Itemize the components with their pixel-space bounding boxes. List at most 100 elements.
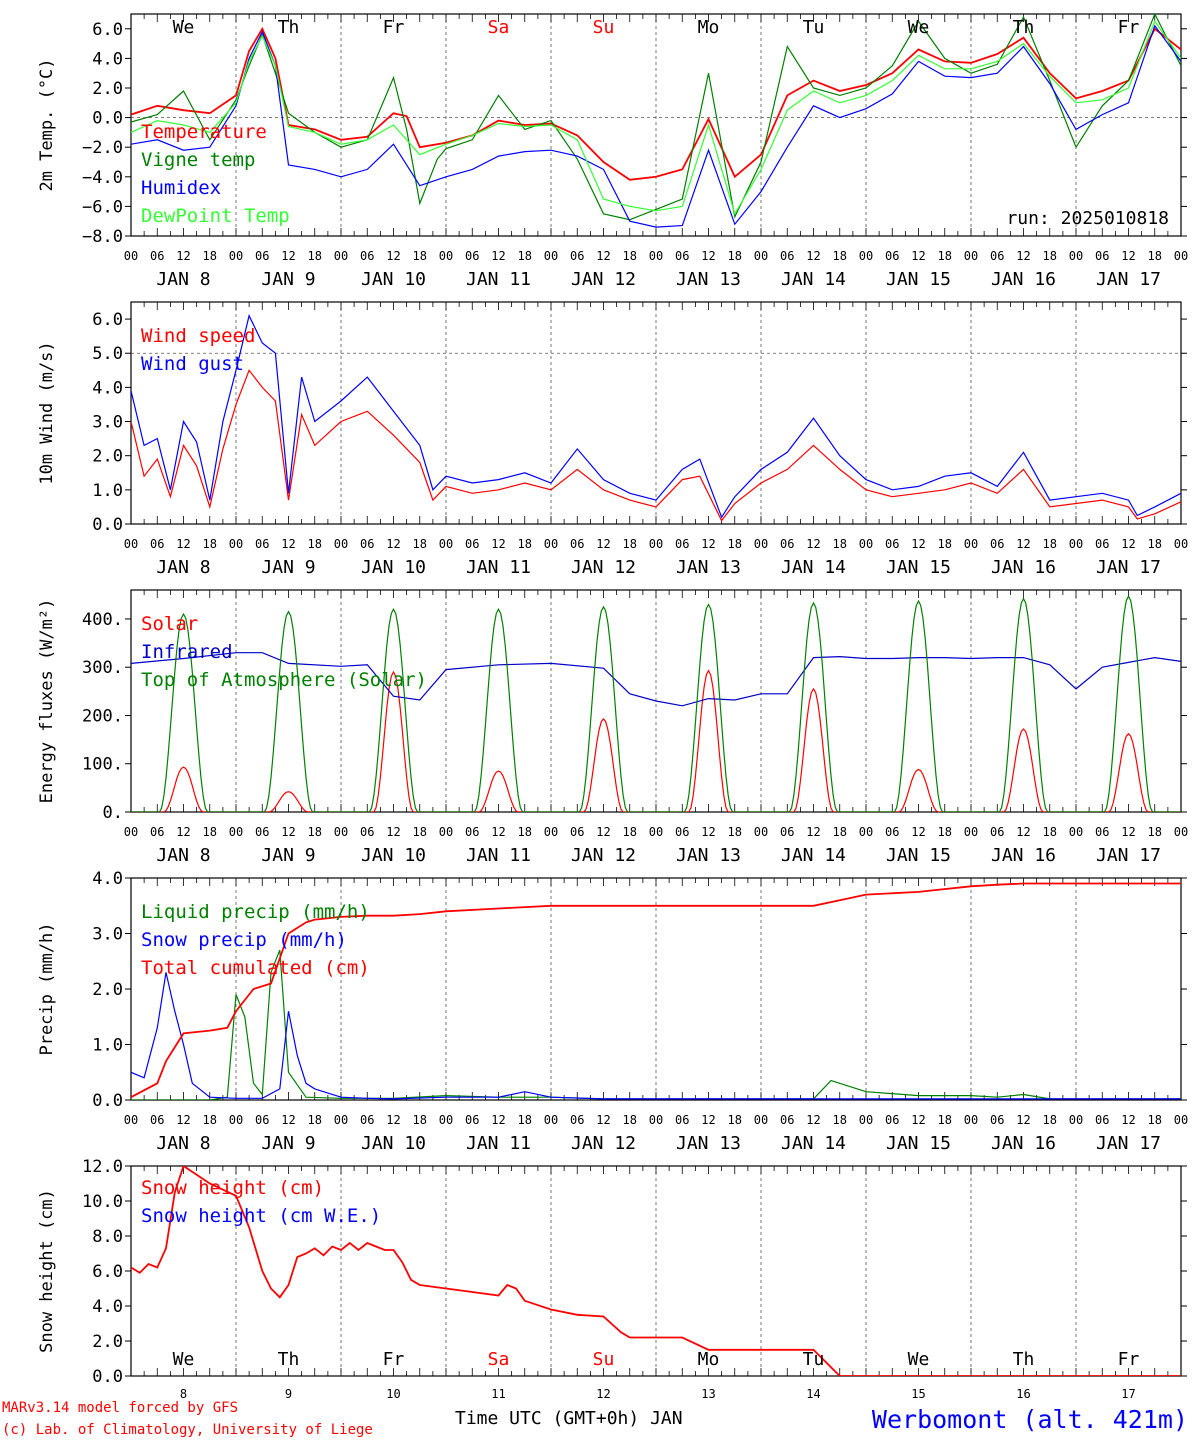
y-tick-label: 5.0 [92,344,123,364]
y-axis-title: Energy fluxes (W/m²) [37,599,57,804]
x-hour-label: 18 [938,825,952,839]
x-hour-label: 06 [675,825,689,839]
x-hour-label: 18 [1043,825,1057,839]
panel-4: 4.0 3.0 2.0 1.0 0.0 Precip (mm/h) 00 06 12 18 00 06… [37,869,1188,1154]
day-number-label: 14 [806,1387,820,1401]
x-hour-label: 00 [964,249,978,263]
y-tick-label: 400. [82,610,123,630]
x-hour-label: 00 [859,825,873,839]
x-date-label: JAN 15 [886,269,951,290]
legend-entry: DewPoint Temp [141,205,290,227]
x-hour-label: 00 [859,537,873,551]
x-hour-label: 00 [544,537,558,551]
x-hour-label: 06 [990,825,1004,839]
x-hour-label: 12 [386,249,400,263]
x-hour-label: 06 [780,1113,794,1127]
x-hour-label: 18 [1148,249,1162,263]
x-date-label: JAN 9 [261,1133,315,1154]
x-axis-title: Time UTC (GMT+0h) JAN [455,1408,683,1429]
y-tick-label: 200. [82,706,123,726]
x-hour-label: 00 [229,249,243,263]
x-hour-label: 12 [911,1113,925,1127]
series-line [131,669,1181,812]
x-hour-label: 06 [675,537,689,551]
y-tick-label: 2.0 [92,79,123,99]
weekday-label: Th [1013,1349,1035,1370]
weekday-label: Th [1013,17,1035,38]
x-hour-label: 12 [386,1113,400,1127]
x-hour-label: 00 [229,537,243,551]
x-hour-label: 00 [649,1113,663,1127]
x-date-label: JAN 16 [991,1133,1056,1154]
x-date-label: JAN 9 [261,845,315,866]
x-date-label: JAN 12 [571,1133,636,1154]
weekday-label: Th [278,17,300,38]
day-number-label: 9 [285,1387,292,1401]
x-hour-label: 12 [491,249,505,263]
weekday-label: Mo [698,17,720,38]
x-date-label: JAN 17 [1096,269,1161,290]
panel-2: 6.0 5.0 4.0 3.0 2.0 1.0 0.0 10m Wind (m/s) 00 06 1… [37,301,1188,578]
legend-entry: Temperature [141,121,267,143]
panel-1: 6.0 4.0 2.0 0.0 −2.0 −4.0 −6.0 −8.0 2m Temp. (°C… [37,13,1188,290]
x-date-label: JAN 17 [1096,845,1161,866]
series-line [131,1166,1181,1376]
x-hour-label: 12 [1016,825,1030,839]
x-hour-label: 00 [124,249,138,263]
x-date-label: JAN 10 [361,845,426,866]
y-tick-label: 6.0 [92,310,123,330]
x-hour-label: 00 [964,1113,978,1127]
x-hour-label: 18 [518,825,532,839]
x-hour-label: 12 [491,1113,505,1127]
x-hour-label: 00 [229,825,243,839]
weekday-label: Tu [803,17,825,38]
x-hour-label: 00 [1069,537,1083,551]
y-tick-label: 10.0 [82,1192,123,1212]
y-tick-label: −6.0 [82,197,123,217]
x-hour-label: 18 [623,1113,637,1127]
x-hour-label: 06 [360,825,374,839]
x-hour-label: 00 [124,1113,138,1127]
legend-entry: Wind gust [141,353,244,375]
x-hour-label: 06 [570,249,584,263]
x-date-label: JAN 11 [466,845,531,866]
x-hour-label: 06 [360,537,374,551]
x-hour-label: 00 [754,249,768,263]
series-line [131,313,1181,519]
x-hour-label: 12 [806,1113,820,1127]
x-hour-label: 06 [150,249,164,263]
x-hour-label: 18 [308,249,322,263]
x-hour-label: 00 [964,825,978,839]
weekday-label: Fr [1118,1349,1140,1370]
x-date-label: JAN 14 [781,269,846,290]
x-hour-label: 06 [780,825,794,839]
y-tick-label: 3.0 [92,413,123,433]
y-axis-title: Precip (mm/h) [37,922,57,1055]
x-hour-label: 18 [1043,249,1057,263]
x-hour-label: 00 [439,249,453,263]
weekday-label: Su [593,1349,615,1370]
legend-entry: Vigne temp [141,149,255,171]
y-tick-label: 8.0 [92,1227,123,1247]
x-hour-label: 06 [675,1113,689,1127]
x-hour-label: 18 [203,1113,217,1127]
credit-line-2: (c) Lab. of Climatology, University of L… [2,1422,373,1438]
day-number-label: 11 [491,1387,505,1401]
x-hour-label: 00 [124,537,138,551]
x-hour-label: 06 [570,537,584,551]
x-hour-label: 00 [1069,1113,1083,1127]
x-hour-label: 12 [701,249,715,263]
x-hour-label: 06 [255,537,269,551]
x-hour-label: 12 [806,825,820,839]
day-number-label: 8 [180,1387,187,1401]
y-tick-label: 0.0 [92,515,123,535]
x-hour-label: 18 [623,825,637,839]
x-date-label: JAN 8 [156,1133,210,1154]
weekday-label: Su [593,17,615,38]
y-tick-label: 12.0 [82,1157,123,1177]
weekday-label: We [173,1349,195,1370]
day-number-label: 17 [1121,1387,1135,1401]
legend-entry: Humidex [141,177,221,199]
x-hour-label: 12 [1121,249,1135,263]
x-hour-label: 18 [938,249,952,263]
